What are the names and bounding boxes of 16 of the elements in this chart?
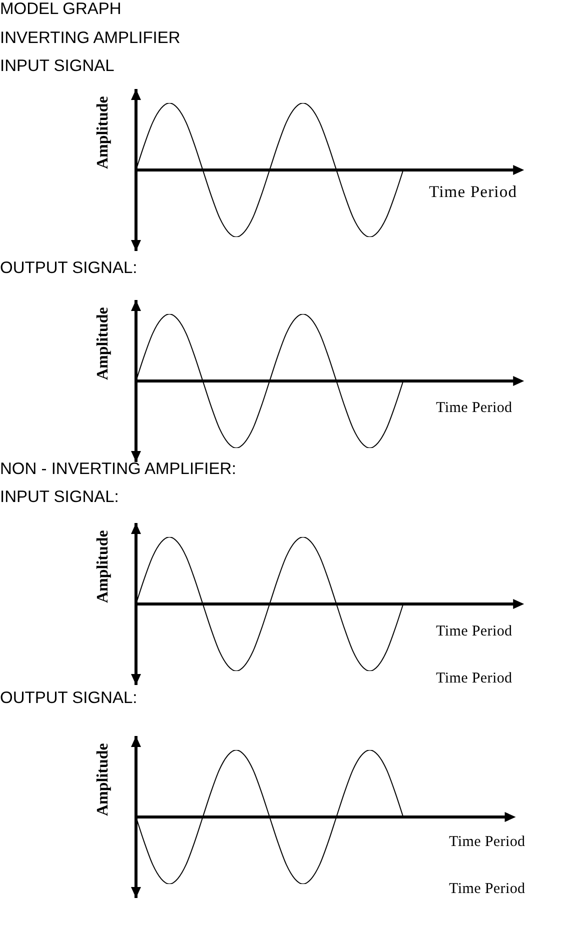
- y-axis-title: Amplitude: [94, 307, 111, 380]
- x-axis-title: Time Period: [429, 182, 518, 200]
- chart-title: MODEL GRAPH INVERTING AMPLIFIER: [0, 0, 180, 47]
- chart-title: OUTPUT SIGNAL:: [0, 688, 138, 706]
- y-axis-title: Amplitude: [94, 96, 111, 169]
- chart-title: OUTPUT SIGNAL:: [0, 258, 138, 276]
- x-axis-title: Time Period: [449, 834, 526, 850]
- chart-title: NON - INVERTING AMPLIFIER:: [0, 460, 236, 478]
- annotation: Time Period: [449, 881, 526, 897]
- chart-subtitle: INPUT SIGNAL:: [0, 488, 119, 506]
- y-axis-title: Amplitude: [94, 530, 111, 603]
- annotation: Time Period: [436, 670, 513, 686]
- x-axis-title: Time Period: [436, 400, 513, 416]
- y-axis-title: Amplitude: [94, 743, 111, 816]
- chart-subtitle: INPUT SIGNAL: [0, 57, 114, 76]
- x-axis-title: Time Period: [436, 624, 513, 640]
